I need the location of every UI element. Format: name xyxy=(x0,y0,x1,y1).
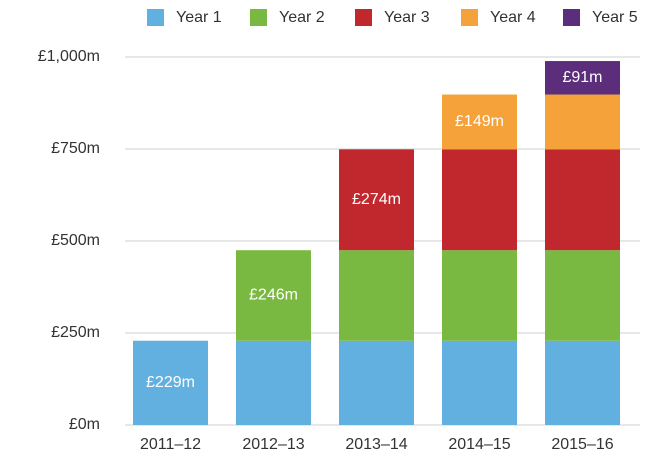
x-tick-label: 2015–16 xyxy=(551,436,613,453)
y-tick-label: £750m xyxy=(51,140,100,157)
bar-segment xyxy=(339,340,414,425)
bar-segment xyxy=(339,149,414,251)
y-tick-label: £500m xyxy=(51,232,100,249)
bar-segment xyxy=(545,149,620,251)
x-tick-label: 2011–12 xyxy=(140,436,201,453)
data-label: £274m xyxy=(352,191,401,208)
y-tick-label: £1,000m xyxy=(38,48,100,65)
legend-label: Year 3 xyxy=(384,9,430,26)
bar-segment xyxy=(442,94,517,150)
legend-label: Year 5 xyxy=(592,9,638,26)
legend-swatch xyxy=(461,9,478,26)
data-label: £149m xyxy=(455,113,504,130)
x-tick-label: 2014–15 xyxy=(448,436,510,453)
data-label: £246m xyxy=(249,287,298,304)
legend-swatch xyxy=(147,9,164,26)
legend-label: Year 1 xyxy=(176,9,222,26)
x-tick-label: 2012–13 xyxy=(242,436,304,453)
legend-label: Year 4 xyxy=(490,9,536,26)
bar-segment xyxy=(442,340,517,425)
bar-segment xyxy=(545,250,620,341)
bar-segment xyxy=(545,340,620,425)
legend-swatch xyxy=(250,9,267,26)
bar-segment xyxy=(545,61,620,95)
bar-segment xyxy=(545,94,620,150)
legend-label: Year 2 xyxy=(279,9,325,26)
bar-segment xyxy=(236,250,311,341)
y-tick-label: £0m xyxy=(69,416,100,433)
data-label: £91m xyxy=(562,69,602,86)
legend-swatch xyxy=(563,9,580,26)
data-label: £229m xyxy=(146,374,195,391)
bar-segment xyxy=(133,340,208,425)
bar-segment xyxy=(236,340,311,425)
x-tick-label: 2013–14 xyxy=(345,436,407,453)
bar-segment xyxy=(442,250,517,341)
legend-swatch xyxy=(355,9,372,26)
bar-segment xyxy=(339,250,414,341)
bar-segment xyxy=(442,149,517,251)
y-tick-label: £250m xyxy=(51,324,100,341)
